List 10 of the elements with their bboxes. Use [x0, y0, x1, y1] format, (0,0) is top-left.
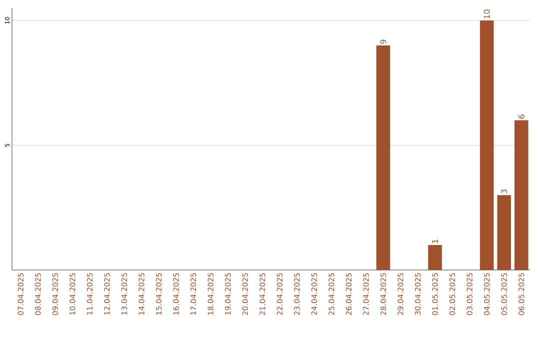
bar [514, 120, 528, 270]
data-label: 6 [518, 114, 524, 119]
data-label: 9 [380, 40, 386, 44]
data-label: 10 [484, 10, 490, 18]
bar [376, 45, 390, 270]
bar [497, 195, 512, 270]
bar [428, 245, 442, 270]
data-label: 3 [501, 189, 508, 194]
bar [480, 20, 494, 270]
data-label: 1 [432, 240, 438, 243]
